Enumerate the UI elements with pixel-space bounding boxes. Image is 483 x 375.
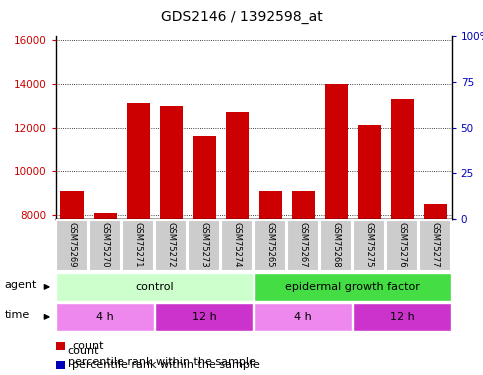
Bar <box>287 220 319 272</box>
Text: GSM75277: GSM75277 <box>431 222 440 268</box>
Text: 12 h: 12 h <box>192 312 216 322</box>
Bar <box>255 303 352 331</box>
Bar <box>57 273 253 301</box>
Text: GSM75276: GSM75276 <box>398 222 407 268</box>
Bar <box>159 106 183 375</box>
Bar <box>57 303 154 331</box>
Bar <box>193 136 215 375</box>
Text: GSM75272: GSM75272 <box>167 222 175 267</box>
Bar <box>292 191 314 375</box>
Text: 12 h: 12 h <box>390 312 414 322</box>
Bar <box>354 303 451 331</box>
Bar <box>156 303 253 331</box>
Bar <box>188 220 220 272</box>
Bar <box>221 220 253 272</box>
Bar <box>57 220 88 272</box>
Text: GDS2146 / 1392598_at: GDS2146 / 1392598_at <box>161 10 322 24</box>
Text: GSM75268: GSM75268 <box>332 222 341 268</box>
Bar <box>391 99 413 375</box>
Text: percentile rank within the sample: percentile rank within the sample <box>68 357 256 367</box>
Text: GSM75273: GSM75273 <box>199 222 209 268</box>
Text: GSM75270: GSM75270 <box>100 222 110 267</box>
Bar <box>60 191 84 375</box>
Bar <box>255 220 286 272</box>
Text: time: time <box>5 310 30 320</box>
Bar <box>122 220 154 272</box>
Bar <box>89 220 121 272</box>
Bar <box>320 220 352 272</box>
Bar <box>419 220 451 272</box>
Bar <box>127 104 150 375</box>
Text: GSM75274: GSM75274 <box>233 222 242 267</box>
Text: GSM75269: GSM75269 <box>68 222 76 267</box>
Bar <box>156 220 187 272</box>
Text: count: count <box>68 346 99 355</box>
Text: epidermal growth factor: epidermal growth factor <box>285 282 420 292</box>
Bar <box>255 273 451 301</box>
Text: GSM75265: GSM75265 <box>266 222 274 267</box>
Text: 4 h: 4 h <box>294 312 312 322</box>
Text: GSM75267: GSM75267 <box>298 222 308 268</box>
Text: 4 h: 4 h <box>96 312 114 322</box>
Bar <box>258 191 282 375</box>
Text: count: count <box>72 341 104 351</box>
Bar <box>354 220 385 272</box>
Text: agent: agent <box>5 280 37 290</box>
Bar <box>56 342 65 350</box>
Bar <box>226 112 249 375</box>
Bar <box>94 213 116 375</box>
Bar <box>325 84 348 375</box>
Bar <box>386 220 418 272</box>
Bar <box>424 204 447 375</box>
Bar <box>357 125 381 375</box>
Text: GSM75271: GSM75271 <box>134 222 142 267</box>
Bar <box>56 361 65 369</box>
Text: control: control <box>135 282 174 292</box>
Text: GSM75275: GSM75275 <box>365 222 373 267</box>
Text: percentile rank within the sample: percentile rank within the sample <box>72 360 260 370</box>
